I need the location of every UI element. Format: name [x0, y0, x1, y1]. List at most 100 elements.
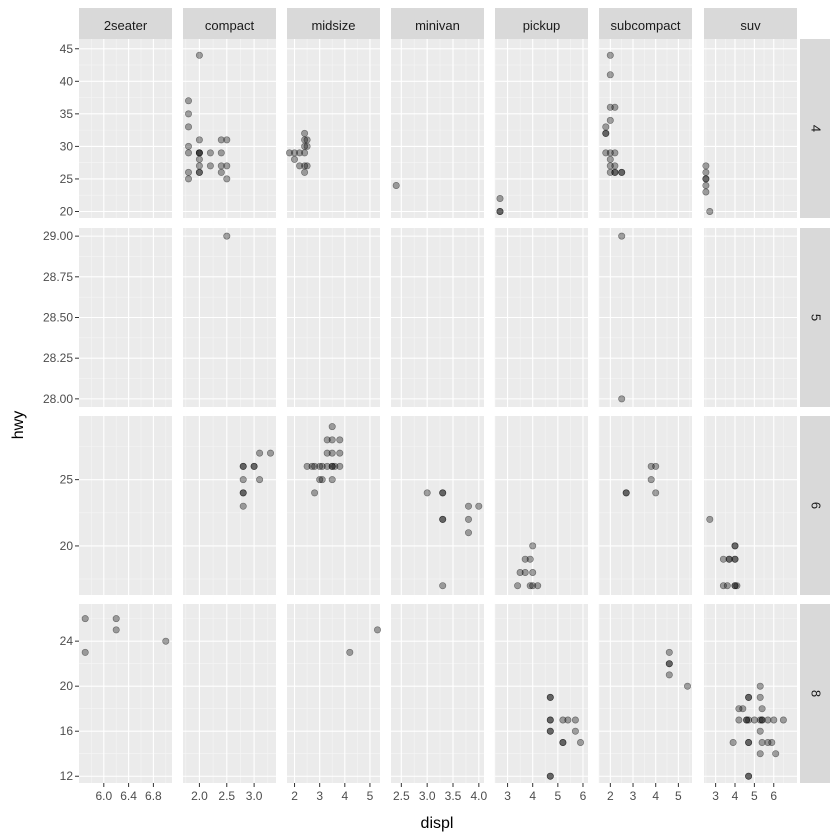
- data-point: [439, 582, 447, 590]
- data-point: [301, 136, 309, 144]
- data-point: [195, 149, 203, 157]
- panel-suv-8: [704, 604, 797, 783]
- data-point: [285, 149, 293, 157]
- panel-minivan-4: [391, 39, 484, 218]
- strip-label: compact: [205, 18, 255, 33]
- data-point: [764, 716, 772, 724]
- data-point: [336, 449, 344, 457]
- strip-background: [79, 8, 172, 39]
- y-tick-label: 16: [60, 724, 74, 738]
- data-point: [529, 568, 537, 576]
- panel-background: [287, 416, 380, 595]
- data-point: [206, 149, 214, 157]
- data-point: [217, 149, 225, 157]
- data-point: [611, 149, 619, 157]
- data-point: [496, 208, 504, 216]
- data-point: [239, 462, 247, 470]
- x-tick-label: 5: [367, 789, 374, 803]
- data-point: [296, 162, 304, 170]
- data-point: [758, 716, 766, 724]
- data-point: [733, 582, 741, 590]
- data-point: [311, 489, 319, 497]
- data-point: [195, 149, 203, 157]
- data-point: [217, 168, 225, 176]
- data-point: [768, 738, 776, 746]
- data-point: [602, 129, 610, 137]
- data-point: [559, 738, 567, 746]
- data-point: [758, 716, 766, 724]
- data-point: [622, 489, 630, 497]
- data-point: [328, 462, 336, 470]
- panel-background: [183, 604, 276, 783]
- strip-row-4: 4: [800, 39, 830, 218]
- panel-background: [183, 416, 276, 595]
- data-point: [81, 615, 89, 623]
- x-tick-label: 4: [341, 789, 348, 803]
- data-point: [316, 462, 324, 470]
- data-point: [745, 693, 753, 701]
- data-point: [731, 555, 739, 563]
- data-point: [546, 693, 554, 701]
- data-point: [745, 772, 753, 780]
- panel-background: [599, 39, 692, 218]
- panel-background: [391, 604, 484, 783]
- data-point: [239, 502, 247, 510]
- x-tick-label: 2: [607, 789, 614, 803]
- data-point: [311, 462, 319, 470]
- y-tick-label: 20: [60, 204, 74, 218]
- data-point: [223, 232, 231, 240]
- panel-background: [495, 39, 588, 218]
- data-point: [239, 489, 247, 497]
- data-point: [336, 462, 344, 470]
- x-tick-label: 6: [770, 789, 777, 803]
- data-point: [622, 489, 630, 497]
- data-point: [303, 142, 311, 150]
- x-tick-label: 6.0: [95, 789, 112, 803]
- data-point: [185, 175, 193, 183]
- data-point: [185, 149, 193, 157]
- data-point: [745, 693, 753, 701]
- data-point: [559, 738, 567, 746]
- data-point: [195, 155, 203, 163]
- data-point: [290, 149, 298, 157]
- data-point: [323, 449, 331, 457]
- data-point: [739, 705, 747, 713]
- data-point: [516, 568, 524, 576]
- data-point: [546, 772, 554, 780]
- data-point: [602, 149, 610, 157]
- strip-background: [800, 604, 830, 783]
- strip-background: [287, 8, 380, 39]
- data-point: [239, 462, 247, 470]
- data-point: [308, 462, 316, 470]
- data-point: [731, 555, 739, 563]
- panel-2seater-4: [79, 39, 172, 218]
- data-point: [195, 136, 203, 144]
- panel-background: [599, 416, 692, 595]
- data-point: [223, 175, 231, 183]
- strip-row-5: 5: [800, 228, 830, 407]
- data-point: [439, 489, 447, 497]
- data-point: [756, 693, 764, 701]
- data-point: [571, 716, 579, 724]
- data-point: [546, 716, 554, 724]
- x-tick-label: 3.0: [246, 789, 263, 803]
- panel-minivan-5: [391, 228, 484, 407]
- data-point: [702, 182, 710, 190]
- data-point: [758, 705, 766, 713]
- data-point: [239, 489, 247, 497]
- panel-background: [79, 604, 172, 783]
- data-point: [731, 542, 739, 550]
- data-point: [571, 727, 579, 735]
- x-tick-label: 2.0: [191, 789, 208, 803]
- data-point: [301, 149, 309, 157]
- data-point: [745, 738, 753, 746]
- panel-suv-4: [702, 39, 797, 218]
- strip-minivan: minivan: [391, 8, 484, 39]
- data-point: [266, 449, 274, 457]
- data-point: [618, 168, 626, 176]
- x-axes: 6.0 6.4 6.8 2.0 2.5 3.0 2 3 4 5 2.5 3.0 3.5 4.0 3 4 5 6 2 3…: [95, 783, 777, 803]
- data-point: [195, 168, 203, 176]
- panel-2seater-5: [79, 228, 172, 407]
- data-point: [725, 555, 733, 563]
